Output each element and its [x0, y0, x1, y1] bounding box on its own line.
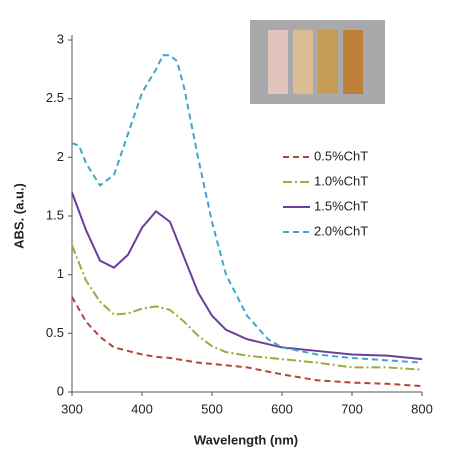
y-tick-label: 2 [57, 149, 64, 164]
x-tick-label: 600 [271, 401, 293, 416]
x-tick-label: 300 [61, 401, 83, 416]
data-line [71, 296, 423, 388]
legend-label: 1.0%ChT [314, 173, 368, 188]
y-tick-label: 3 [57, 31, 64, 46]
legend-label: 0.5%ChT [314, 148, 368, 163]
legend-label: 1.5%ChT [314, 198, 368, 213]
x-tick-label: 400 [131, 401, 153, 416]
x-tick-label: 700 [341, 401, 363, 416]
x-tick-label: 800 [411, 401, 433, 416]
legend-label: 2.0%ChT [314, 223, 368, 238]
y-tick-label: 1 [57, 266, 64, 281]
y-tick-label: 0 [57, 383, 64, 398]
data-line [71, 244, 423, 371]
y-tick-label: 2.5 [46, 90, 64, 105]
y-tick-label: 1.5 [46, 207, 64, 222]
data-line [71, 192, 423, 361]
inset-photo [250, 20, 385, 104]
y-axis-label: ABS. (a.u.) [11, 183, 26, 249]
y-tick-label: 0.5 [46, 325, 64, 340]
x-axis-label: Wavelength (nm) [194, 432, 298, 447]
data-line [71, 54, 423, 364]
x-tick-label: 500 [201, 401, 223, 416]
